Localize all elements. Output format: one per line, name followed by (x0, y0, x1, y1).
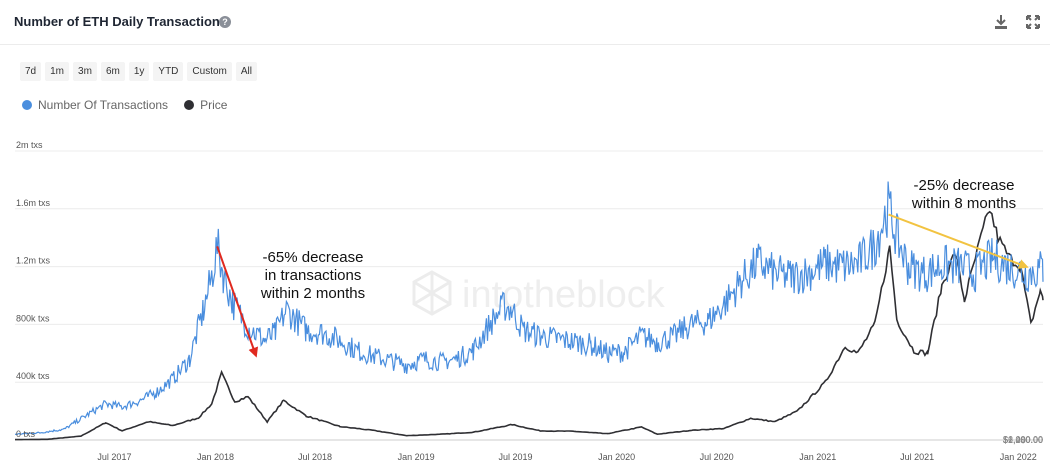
x-tick-label: Jul 2021 (900, 452, 934, 462)
y-left-tick-label: 1.6m txs (16, 198, 51, 208)
range-7d-button[interactable]: 7d (20, 62, 42, 81)
legend-item-price[interactable]: Price (184, 98, 227, 112)
y-left-tick-label: 400k txs (16, 371, 50, 381)
range-all-button[interactable]: All (235, 62, 257, 81)
range-1y-button[interactable]: 1y (128, 62, 150, 81)
y-right-ticks: $0.00$1,200.00$2,400.00$6,000.00 (1003, 435, 1043, 445)
watermark: intotheblock (412, 270, 666, 316)
watermark-logo-icon (412, 270, 452, 316)
legend-label-price: Price (200, 98, 228, 112)
x-tick-label: Jul 2019 (499, 452, 533, 462)
range-1m-button[interactable]: 1m (45, 62, 70, 81)
annotation-arrow-yellow (888, 213, 1029, 269)
x-tick-label: Jan 2021 (799, 452, 836, 462)
annotation-text-line: in transactions (265, 267, 362, 284)
y-right-tick-label: $2,400.00 (1003, 435, 1043, 445)
annotation-text-line: -25% decrease (914, 177, 1015, 194)
x-ticks: Jul 2017 Jan 2018 Jul 2018 Jan 2019 Jul 2019… (97, 452, 1036, 462)
chart-title: Number of ETH Daily Transactions (14, 14, 228, 29)
annotation-text-line: within 8 months (911, 195, 1016, 212)
y-right-tick-label: $6,000.00 (1003, 435, 1043, 445)
annotation-text-line: within 2 months (260, 285, 365, 302)
legend-item-transactions[interactable]: Number Of Transactions (22, 98, 168, 112)
range-ytd-button[interactable]: YTD (153, 62, 184, 81)
annotation-arrow-red (216, 246, 259, 358)
range-selector: 7d 1m 3m 6m 1y YTD Custom All (20, 62, 257, 81)
y-left-tick-label: 800k txs (16, 313, 50, 323)
x-tick-label: Jan 2020 (598, 452, 635, 462)
download-icon[interactable] (992, 13, 1010, 31)
legend-dot-price (184, 100, 195, 110)
annotation-text-line: -65% decrease (263, 249, 364, 266)
watermark-text: intotheblock (462, 274, 666, 316)
range-custom-button[interactable]: Custom (187, 62, 232, 81)
x-tick-label: Jul 2020 (700, 452, 734, 462)
y-left-tick-label: 1.2m txs (16, 256, 51, 266)
x-tick-label: Jul 2018 (298, 452, 332, 462)
x-tick-label: Jul 2017 (97, 452, 131, 462)
legend-label-transactions: Number Of Transactions (38, 98, 169, 112)
y-left-tick-label: 0 txs (16, 429, 36, 439)
chart-legend: Number Of Transactions Price (22, 98, 227, 112)
help-icon[interactable]: ? (219, 16, 231, 28)
fullscreen-icon[interactable] (1024, 13, 1042, 31)
chart-header: Number of ETH Daily Transactions ? (0, 0, 1050, 45)
y-right-tick-label: $0.00 (1020, 435, 1043, 445)
range-6m-button[interactable]: 6m (100, 62, 125, 81)
series-price-line (15, 210, 1044, 441)
legend-dot-transactions (22, 100, 32, 110)
y-left-tick-label: 2m txs (16, 140, 43, 150)
y-left-ticks: 0 txs 400k txs 800k txs 1.2m txs 1.6m txs 2m … (16, 140, 51, 439)
series-transactions-line (14, 181, 1044, 436)
range-3m-button[interactable]: 3m (73, 62, 97, 81)
x-tick-label: Jan 2019 (398, 452, 435, 462)
x-tick-label: Jan 2018 (197, 452, 234, 462)
series-layer (14, 181, 1044, 441)
x-tick-label: Jan 2022 (1000, 452, 1037, 462)
y-right-tick-label: $1,200.00 (1003, 435, 1043, 445)
